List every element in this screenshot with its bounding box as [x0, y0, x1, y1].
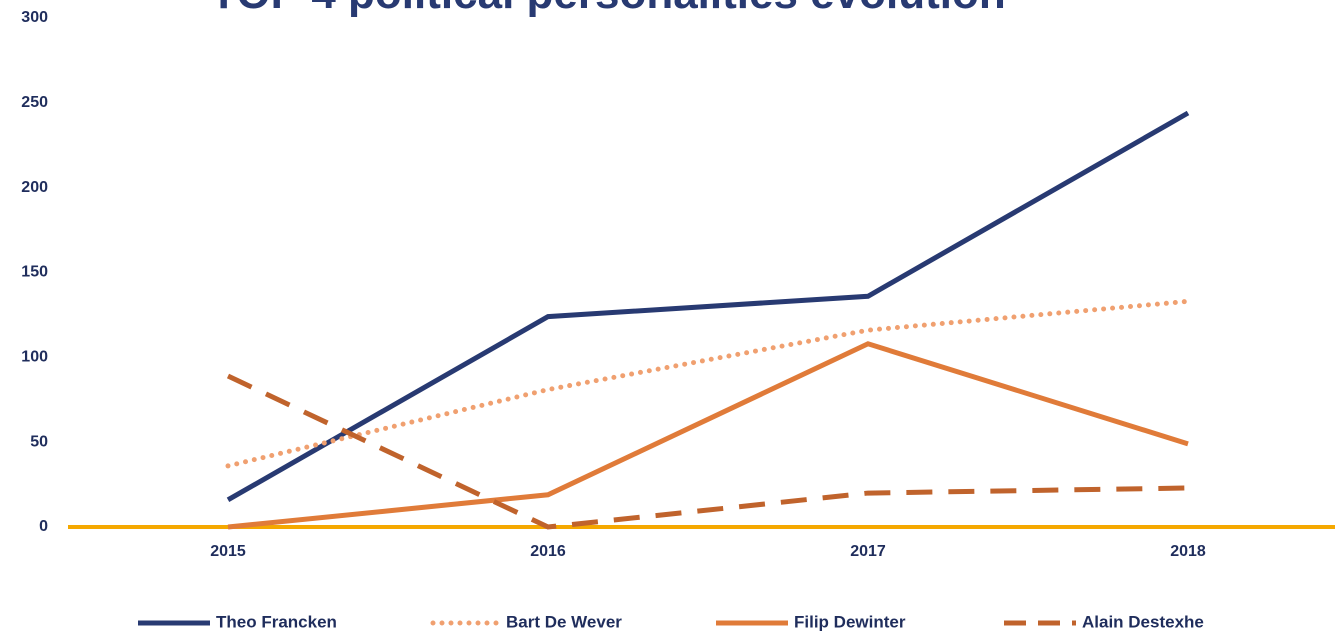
series-line	[227, 341, 1189, 530]
legend-label: Theo Francken	[216, 612, 337, 631]
series-line	[226, 110, 1190, 503]
legend-label: Bart De Wever	[506, 612, 622, 631]
y-tick-label: 300	[21, 9, 48, 26]
y-tick-label: 0	[39, 518, 48, 535]
x-tick-label: 2017	[850, 543, 886, 560]
x-tick-label: 2016	[530, 543, 566, 560]
legend-label: Alain Destexhe	[1082, 612, 1204, 631]
legend-label: Filip Dewinter	[794, 612, 906, 631]
x-tick-label: 2018	[1170, 543, 1206, 560]
series-line	[226, 373, 1189, 530]
y-tick-label: 150	[21, 264, 48, 281]
y-tick-label: 50	[30, 433, 48, 450]
series-line	[225, 298, 1191, 469]
chart-title: TOP 4 political personalities evolution	[210, 0, 1005, 18]
x-tick-label: 2015	[210, 543, 246, 560]
y-tick-label: 250	[21, 94, 48, 111]
y-tick-label: 100	[21, 349, 48, 366]
y-tick-label: 200	[21, 179, 48, 196]
